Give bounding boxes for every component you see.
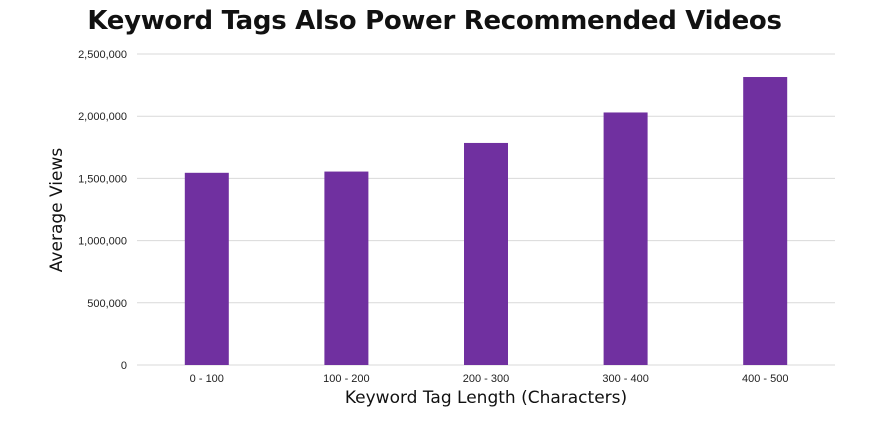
bar (464, 142, 508, 365)
y-tick-label: 2,000,000 (78, 111, 127, 123)
x-axis-title: Keyword Tag Length (Characters) (345, 388, 627, 408)
y-tick-label: 500,000 (87, 298, 127, 310)
y-tick-label: 1,500,000 (78, 173, 127, 185)
y-tick-label: 0 (121, 360, 127, 372)
x-tick-label: 0 - 100 (190, 373, 224, 385)
y-axis-title: Average Views (47, 148, 67, 273)
y-tick-label: 2,500,000 (78, 49, 127, 61)
y-axis-ticks: 0 500,000 1,000,000 1,500,000 2,000,000 2,500… (78, 49, 127, 372)
x-tick-label: 200 - 300 (463, 373, 509, 385)
bars (184, 77, 788, 365)
bar (184, 172, 229, 365)
x-tick-label: 400 - 500 (742, 373, 788, 385)
x-tick-label: 100 - 200 (323, 373, 369, 385)
x-tick-label: 300 - 400 (602, 373, 648, 385)
bar (324, 171, 369, 365)
bar (603, 112, 648, 365)
chart-title: Keyword Tags Also Power Recommended Vide… (87, 6, 782, 36)
y-tick-label: 1,000,000 (78, 236, 127, 248)
bar (743, 77, 788, 365)
x-axis-ticks: 0 - 100 100 - 200 200 - 300 300 - 400 400 - … (190, 373, 789, 385)
